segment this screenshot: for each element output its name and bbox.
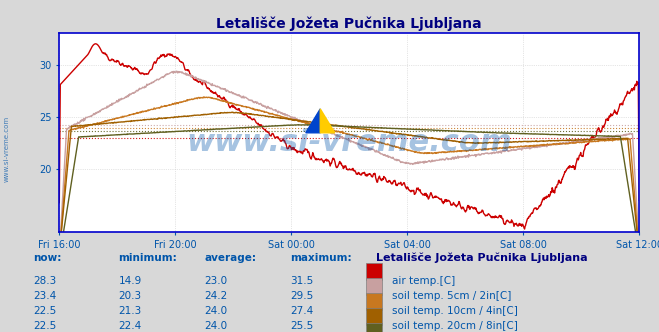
Polygon shape <box>320 109 335 133</box>
Text: maximum:: maximum: <box>290 253 352 263</box>
Text: 24.2: 24.2 <box>204 291 227 301</box>
Text: average:: average: <box>204 253 256 263</box>
Polygon shape <box>306 109 320 133</box>
Text: 25.5: 25.5 <box>290 321 313 331</box>
Text: 24.0: 24.0 <box>204 306 227 316</box>
Text: 20.3: 20.3 <box>119 291 142 301</box>
Text: minimum:: minimum: <box>119 253 177 263</box>
Text: 31.5: 31.5 <box>290 276 313 286</box>
Text: 22.5: 22.5 <box>33 306 56 316</box>
FancyBboxPatch shape <box>366 308 382 325</box>
Text: soil temp. 10cm / 4in[C]: soil temp. 10cm / 4in[C] <box>392 306 518 316</box>
FancyBboxPatch shape <box>366 323 382 332</box>
Text: 14.9: 14.9 <box>119 276 142 286</box>
FancyBboxPatch shape <box>366 293 382 310</box>
Text: 23.4: 23.4 <box>33 291 56 301</box>
Text: www.si-vreme.com: www.si-vreme.com <box>186 128 512 157</box>
Text: now:: now: <box>33 253 61 263</box>
Text: soil temp. 5cm / 2in[C]: soil temp. 5cm / 2in[C] <box>392 291 511 301</box>
Text: 24.0: 24.0 <box>204 321 227 331</box>
Text: 29.5: 29.5 <box>290 291 313 301</box>
Text: 23.0: 23.0 <box>204 276 227 286</box>
Text: 21.3: 21.3 <box>119 306 142 316</box>
Text: soil temp. 20cm / 8in[C]: soil temp. 20cm / 8in[C] <box>392 321 518 331</box>
Title: Letališče Jožeta Pučnika Ljubljana: Letališče Jožeta Pučnika Ljubljana <box>216 16 482 31</box>
Text: Letališče Jožeta Pučnika Ljubljana: Letališče Jožeta Pučnika Ljubljana <box>376 253 587 264</box>
Text: 28.3: 28.3 <box>33 276 56 286</box>
Text: www.si-vreme.com: www.si-vreme.com <box>3 116 9 183</box>
Text: 22.4: 22.4 <box>119 321 142 331</box>
FancyBboxPatch shape <box>366 278 382 295</box>
Text: 27.4: 27.4 <box>290 306 313 316</box>
Text: 22.5: 22.5 <box>33 321 56 331</box>
FancyBboxPatch shape <box>366 263 382 280</box>
Text: air temp.[C]: air temp.[C] <box>392 276 455 286</box>
